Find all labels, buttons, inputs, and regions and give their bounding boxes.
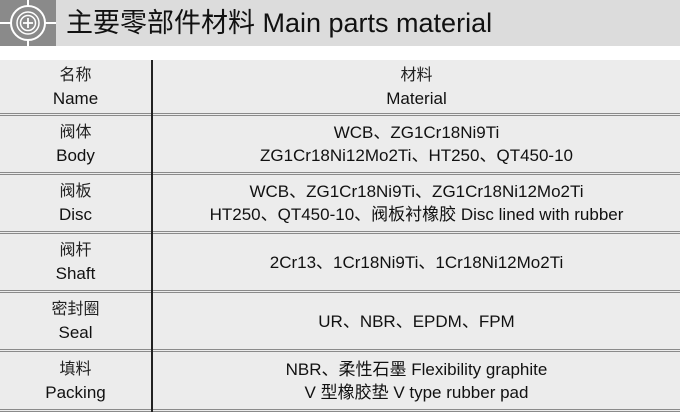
table-row-body: 阀体 Body WCB、ZG1Cr18Ni9Ti ZG1Cr18Ni12Mo2Ti、…	[0, 116, 680, 175]
table-row-disc: 阀板 Disc WCB、ZG1Cr18Ni9Ti、ZG1Cr18Ni12Mo2Ti…	[0, 175, 680, 234]
material-line: V 型橡胶垫 V type rubber pad	[304, 382, 529, 402]
part-name-en: Seal	[58, 323, 93, 342]
part-name-en: Disc	[58, 205, 93, 224]
part-name-zh: 填料	[59, 360, 92, 378]
material-line: ZG1Cr18Ni12Mo2Ti、HT250、QT450-10	[259, 146, 574, 165]
part-name-en: Shaft	[55, 264, 96, 283]
page-title: 主要零部件材料 Main parts material	[66, 8, 493, 38]
table-row-seal: 密封圈 Seal UR、NBR、EPDM、FPM	[0, 293, 680, 352]
part-name-zh: 阀杆	[59, 242, 92, 259]
column-divider	[151, 60, 153, 412]
material-line: WCB、ZG1Cr18Ni9Ti、ZG1Cr18Ni12Mo2Ti	[249, 182, 584, 201]
part-name-zh: 阀板	[59, 183, 92, 200]
column-header-material-zh: 材料	[400, 66, 433, 84]
section-header: 主要零部件材料 Main parts material	[0, 0, 680, 46]
material-line: UR、NBR、EPDM、FPM	[318, 311, 515, 331]
material-line: 2Cr13、1Cr18Ni9Ti、1Cr18Ni12Mo2Ti	[269, 252, 564, 272]
material-line: WCB、ZG1Cr18Ni9Ti	[333, 123, 500, 142]
part-name-zh: 密封圈	[51, 301, 100, 318]
column-header-name-zh: 名称	[59, 66, 92, 84]
material-line: NBR、柔性石墨 Flexibility graphite	[285, 359, 548, 379]
column-header-material-en: Material	[386, 88, 447, 108]
column-header-name-en: Name	[52, 88, 99, 108]
table-row-shaft: 阀杆 Shaft 2Cr13、1Cr18Ni9Ti、1Cr18Ni12Mo2Ti	[0, 234, 680, 293]
part-name-en: Body	[56, 146, 95, 165]
part-name-en: Packing	[45, 382, 106, 402]
material-line: HT250、QT450-10、阀板衬橡胶 Disc lined with rub…	[209, 205, 624, 224]
table-row-packing: 填料 Packing NBR、柔性石墨 Flexibility graphite V…	[0, 352, 680, 412]
table-header-row: 名称 Name 材料 Material	[0, 60, 680, 116]
materials-table: 名称 Name 材料 Material 阀体 Body WCB、ZG1Cr18Ni9T…	[0, 60, 680, 412]
crosshair-logo-icon	[0, 0, 56, 46]
part-name-zh: 阀体	[59, 124, 92, 141]
